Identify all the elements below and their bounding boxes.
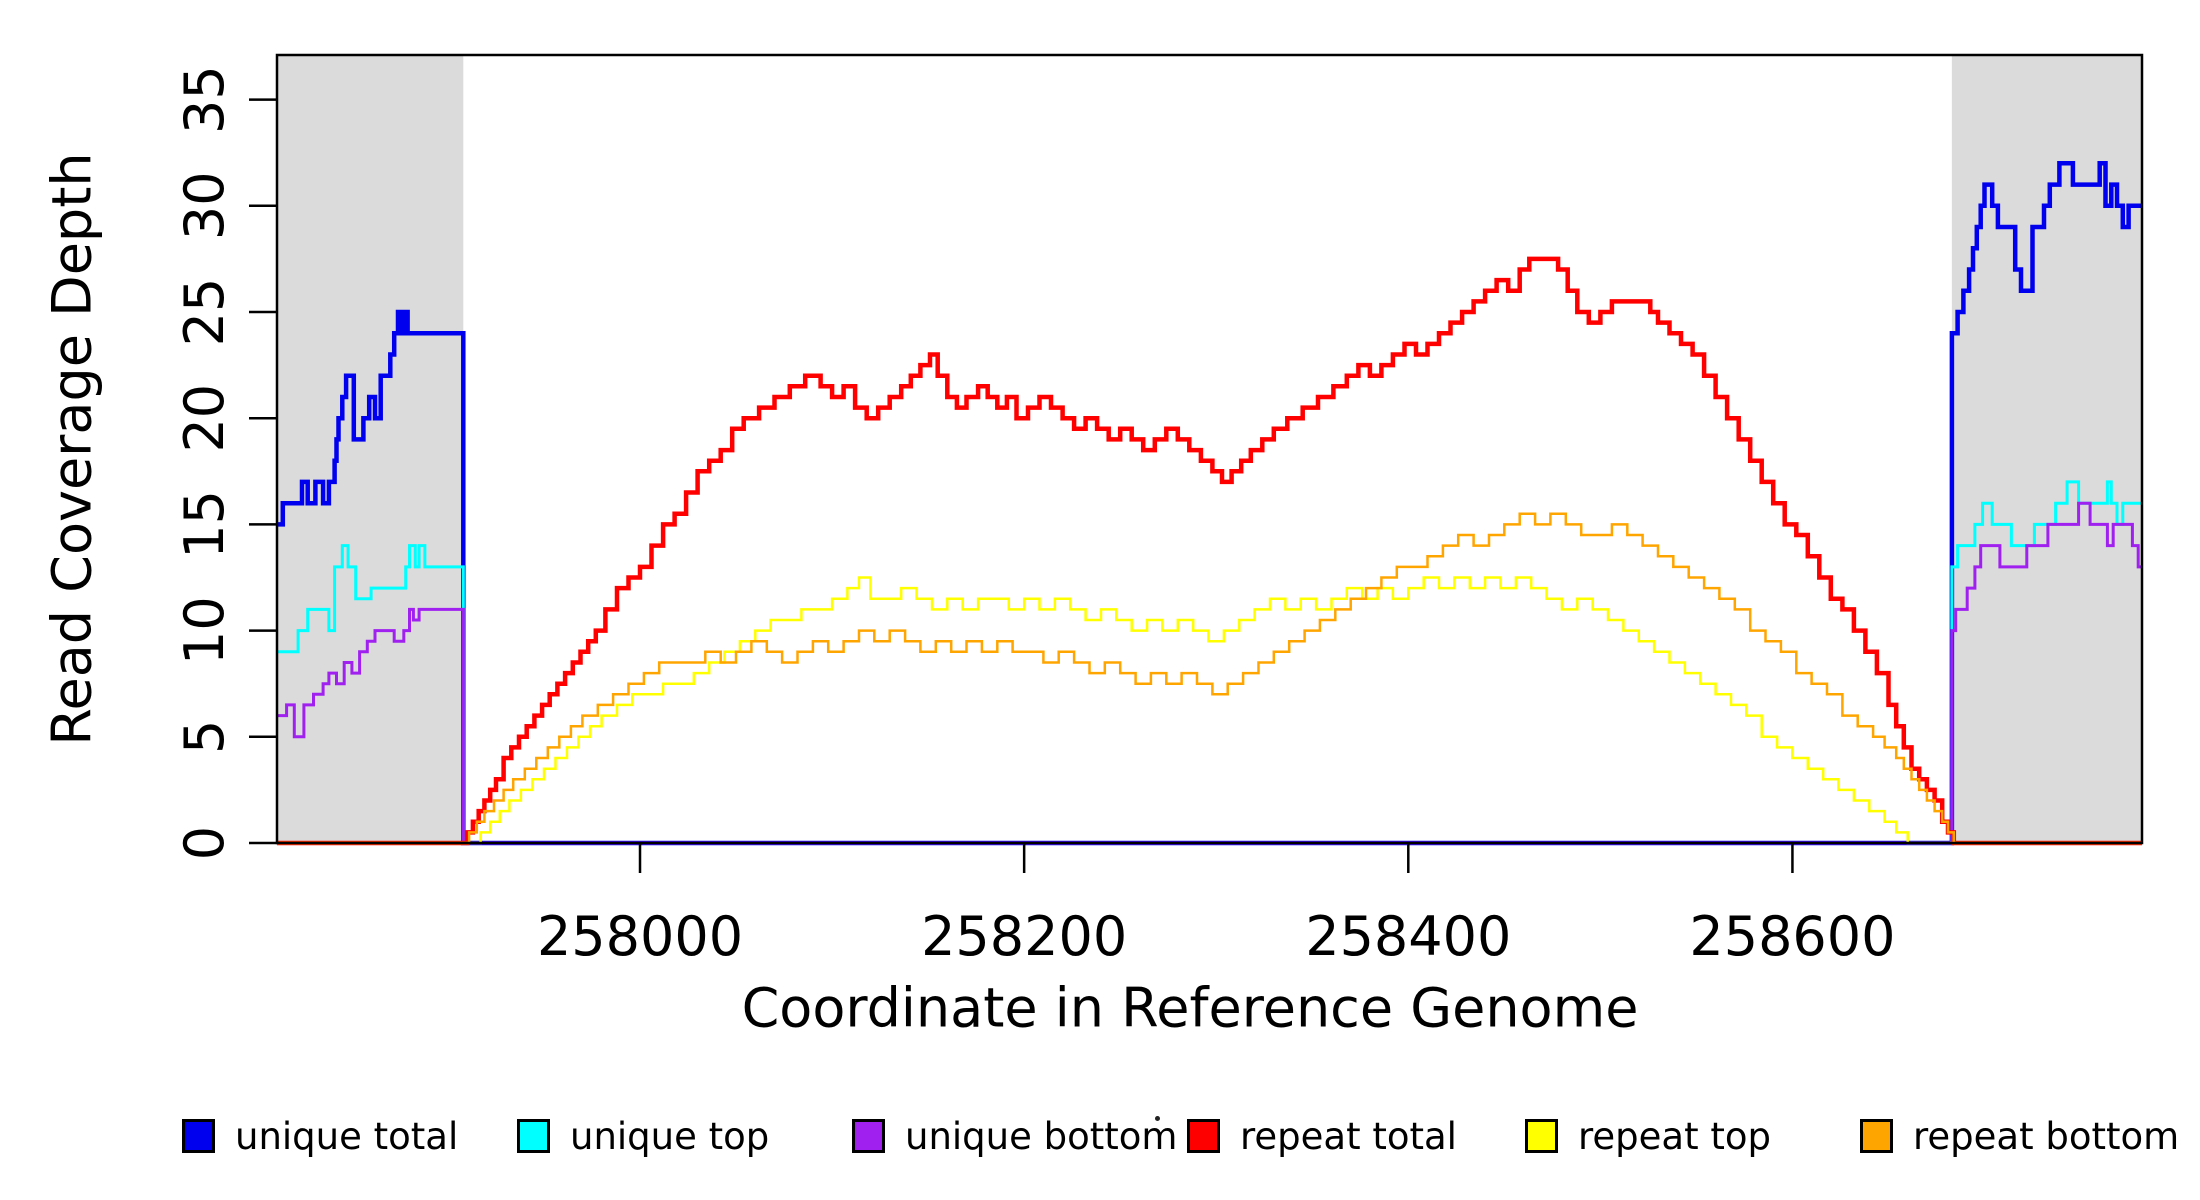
series-group xyxy=(277,161,2142,846)
legend-item-unique-top: unique top xyxy=(517,1112,769,1160)
unique-top-swatch-icon xyxy=(517,1119,550,1153)
legend-item-repeat-total: repeat total xyxy=(1187,1112,1457,1160)
x-axis-title: Coordinate in Reference Genome xyxy=(741,976,1639,1040)
series-unique-bottom xyxy=(277,501,2142,845)
y-tick-label: 15 xyxy=(173,490,236,559)
series-unique-top xyxy=(277,480,2142,845)
y-tick-label: 5 xyxy=(173,720,236,754)
legend-item-unique-total: unique total xyxy=(182,1112,458,1160)
legend-label: repeat total xyxy=(1240,1114,1457,1158)
series-repeat-total xyxy=(277,256,2142,846)
series-repeat-top xyxy=(277,576,2142,845)
legend: unique total unique top unique bottom re… xyxy=(0,1112,2200,1172)
series-unique-total xyxy=(277,161,2142,846)
stray-dot xyxy=(1155,1116,1160,1121)
series-repeat-bottom xyxy=(277,512,2142,845)
y-tick-label: 10 xyxy=(173,596,236,665)
y-tick-label: 0 xyxy=(173,826,236,860)
legend-label: unique top xyxy=(570,1114,770,1158)
y-axis-title: Read Coverage Depth xyxy=(40,152,104,746)
legend-item-unique-bottom: unique bottom xyxy=(852,1112,1177,1160)
repeat-bottom-swatch-icon xyxy=(1860,1119,1893,1153)
shaded-region xyxy=(277,55,464,843)
legend-label: unique total xyxy=(235,1114,459,1158)
legend-item-repeat-top: repeat top xyxy=(1525,1112,1771,1160)
legend-item-repeat-bottom: repeat bottom xyxy=(1860,1112,2179,1160)
y-tick-label: 30 xyxy=(173,171,236,240)
x-tick-label: 258400 xyxy=(1305,905,1511,968)
y-tick-label: 35 xyxy=(173,65,236,134)
unique-total-swatch-icon xyxy=(182,1119,215,1153)
x-tick-label: 258200 xyxy=(921,905,1127,968)
legend-label: unique bottom xyxy=(905,1114,1178,1158)
shaded-region xyxy=(1951,55,2142,843)
repeat-total-swatch-icon xyxy=(1187,1119,1220,1153)
legend-label: repeat top xyxy=(1578,1114,1771,1158)
y-tick-label: 25 xyxy=(173,278,236,347)
repeat-top-swatch-icon xyxy=(1525,1119,1558,1153)
y-tick-label: 20 xyxy=(173,384,236,453)
legend-label: repeat bottom xyxy=(1913,1114,2180,1158)
x-tick-label: 258600 xyxy=(1689,905,1895,968)
plot-box xyxy=(275,53,2144,845)
x-tick-label: 258000 xyxy=(537,905,743,968)
unique-bottom-swatch-icon xyxy=(852,1119,885,1153)
